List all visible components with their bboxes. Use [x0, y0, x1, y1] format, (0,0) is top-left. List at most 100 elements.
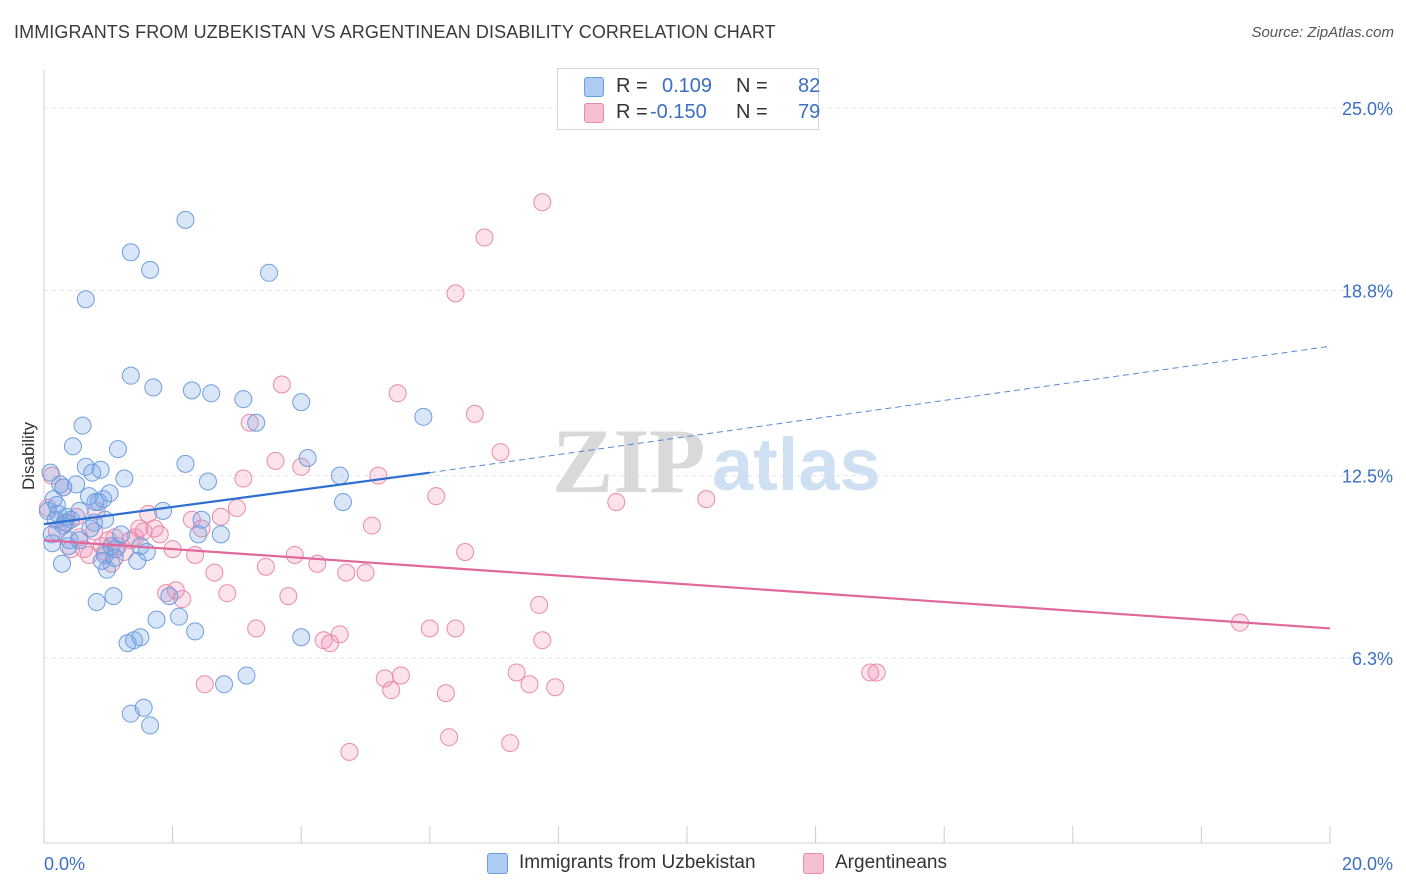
- argentineans-point: [382, 681, 401, 700]
- uzbekistan-point: [108, 440, 127, 459]
- uzbekistan-point: [192, 510, 211, 529]
- argentineans-point: [256, 557, 275, 576]
- uzbekistan-point: [330, 466, 349, 485]
- y-tick-label: 25.0%: [1342, 99, 1393, 119]
- legend-swatch-pink: [584, 103, 604, 123]
- series-swatch-blue: [487, 853, 508, 874]
- uzbekistan-point: [198, 472, 217, 491]
- series-name: Immigrants from Uzbekistan: [519, 852, 756, 873]
- argentineans-point: [150, 525, 169, 544]
- uzbekistan-point: [141, 716, 160, 735]
- uzbekistan-point: [176, 454, 195, 473]
- series-name: Argentineans: [835, 852, 947, 873]
- argentineans-point: [530, 595, 549, 614]
- uzbekistan-point: [54, 478, 73, 497]
- argentineans-point: [420, 619, 439, 638]
- chart-title: IMMIGRANTS FROM UZBEKISTAN VS ARGENTINEA…: [14, 22, 776, 42]
- argentineans-point: [356, 563, 375, 582]
- argentineans-point: [491, 443, 510, 462]
- argentineans-point: [145, 519, 164, 538]
- uzbekistan-point: [292, 393, 311, 412]
- uzbekistan-point: [189, 525, 208, 544]
- x-tick-label: 0.0%: [44, 854, 85, 874]
- watermark: ZIP atlas: [552, 410, 881, 512]
- argentineans-point: [867, 663, 886, 682]
- argentineans-point: [234, 469, 253, 488]
- argentineans-point: [362, 516, 381, 535]
- legend-n-label: N =: [736, 75, 768, 97]
- uzbekistan-point: [141, 260, 160, 279]
- y-tick-label: 18.8%: [1342, 281, 1393, 301]
- uzbekistan-point: [76, 290, 95, 309]
- uzbekistan-point: [100, 484, 119, 503]
- y-tick-label: 6.3%: [1352, 649, 1393, 669]
- argentineans-point: [247, 619, 266, 638]
- argentineans-point: [607, 493, 626, 512]
- uzbekistan-point: [51, 475, 70, 494]
- uzbekistan-point: [121, 366, 140, 385]
- watermark-zip: ZIP: [552, 410, 705, 512]
- legend-r-label: R =: [616, 75, 648, 97]
- argentineans-point: [465, 404, 484, 423]
- argentineans-point: [292, 457, 311, 476]
- argentineans-point: [337, 563, 356, 582]
- watermark-atlas: atlas: [712, 423, 881, 506]
- argentineans-point: [456, 543, 475, 562]
- argentineans-point: [391, 666, 410, 685]
- argentineans-point: [279, 587, 298, 606]
- uzbekistan-point: [70, 531, 89, 550]
- argentineans-point: [861, 663, 880, 682]
- uzbekistan-point: [86, 493, 105, 512]
- uzbekistan-point: [170, 607, 189, 626]
- uzbekistan-point: [104, 587, 123, 606]
- argentineans-point: [340, 742, 359, 761]
- uzbekistan-point: [153, 501, 172, 520]
- y-axis-label: Disability: [19, 421, 38, 490]
- uzbekistan-point: [211, 525, 230, 544]
- uzbekistan-point: [333, 493, 352, 512]
- uzbekistan-point: [41, 463, 60, 482]
- uzbekistan-point: [115, 469, 134, 488]
- uzbekistan-point: [96, 510, 115, 529]
- argentineans-point: [285, 545, 304, 564]
- argentineans-point: [74, 540, 93, 559]
- uzbekistan-point: [73, 416, 92, 435]
- uzbekistan-point: [215, 675, 234, 694]
- trend-lines: [43, 345, 1331, 630]
- argentineans-point: [369, 466, 388, 485]
- argentineans-point: [427, 487, 446, 506]
- uzbekistan-point: [87, 592, 106, 611]
- uzbekistan-point: [237, 666, 256, 685]
- argentineans-point: [533, 631, 552, 650]
- uzbekistan-point: [182, 381, 201, 400]
- uzbekistan-points: [38, 210, 433, 735]
- uzbekistan-point: [202, 384, 221, 403]
- uzbekistan-point: [234, 390, 253, 409]
- legend-r-label: R =: [616, 101, 648, 123]
- uzbekistan-point: [53, 554, 72, 573]
- argentineans-point: [475, 228, 494, 247]
- uzbekistan-point: [63, 437, 82, 456]
- argentineans-point: [195, 675, 214, 694]
- uzbekistan-point: [134, 698, 153, 717]
- grid-lines: [44, 107, 1370, 659]
- legend-n-value: 82: [798, 75, 821, 97]
- argentineans-point: [436, 684, 455, 703]
- uzbekistan-point: [121, 243, 140, 262]
- x-tick-labels: 0.0% 20.0%: [44, 854, 1393, 874]
- legend-n-value: 79: [798, 101, 821, 123]
- argentineans-point: [507, 663, 526, 682]
- argentineans-point: [440, 728, 459, 747]
- argentineans-point: [266, 451, 285, 470]
- argentineans-point: [272, 375, 291, 394]
- argentineans-point: [697, 490, 716, 509]
- uzbekistan-point: [292, 628, 311, 647]
- argentineans-point: [533, 193, 552, 212]
- uzbekistan-point: [298, 448, 317, 467]
- argentineans-point: [205, 563, 224, 582]
- uzbekistan-point: [92, 551, 111, 570]
- uzbekistan-point: [112, 525, 131, 544]
- argentineans-point: [388, 384, 407, 403]
- argentineans-point: [520, 675, 539, 694]
- uzbekistan-point: [131, 628, 150, 647]
